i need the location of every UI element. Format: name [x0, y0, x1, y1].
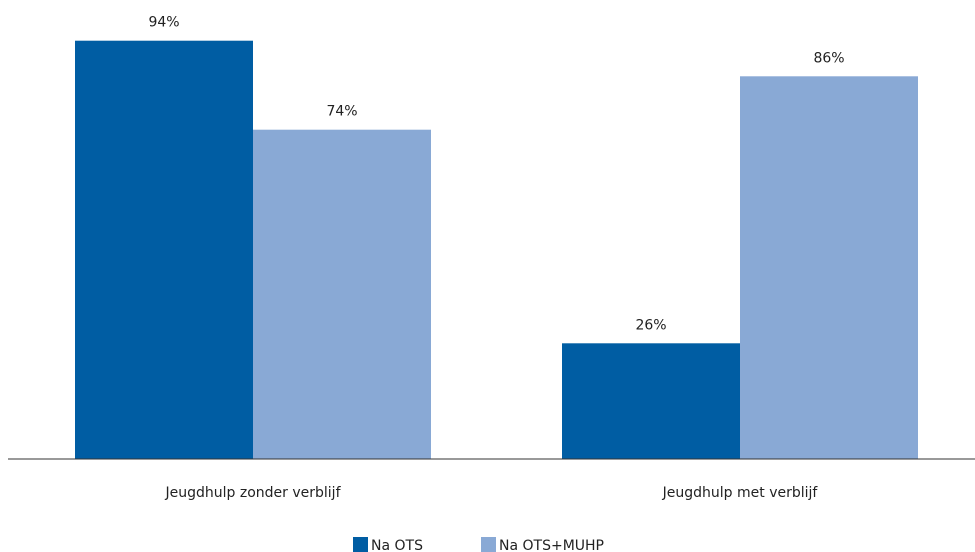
- category-labels-group: Jeugdhulp zonder verblijf Jeugdhulp met v…: [165, 485, 819, 501]
- value-labels-group: 94% 74% 26% 86%: [148, 15, 844, 334]
- legend-swatch-na-ots-muhp: [481, 537, 496, 552]
- legend-swatch-na-ots: [353, 537, 368, 552]
- bar-na-ots-met-verblijf: [562, 343, 740, 459]
- value-label: 74%: [326, 104, 357, 120]
- legend: Na OTS Na OTS+MUHP: [353, 537, 604, 552]
- category-label: Jeugdhulp met verblijf: [662, 485, 819, 501]
- bar-na-ots-zonder-verblijf: [75, 40, 253, 459]
- legend-label-na-ots-muhp: Na OTS+MUHP: [499, 538, 604, 552]
- bar-na-ots-muhp-met-verblijf: [740, 76, 918, 460]
- value-label: 26%: [635, 317, 666, 333]
- bar-na-ots-muhp-zonder-verblijf: [253, 129, 431, 459]
- value-label: 94%: [148, 15, 179, 31]
- value-label: 86%: [813, 50, 844, 66]
- bars-group: [75, 40, 918, 460]
- category-label: Jeugdhulp zonder verblijf: [165, 485, 342, 501]
- legend-label-na-ots: Na OTS: [371, 538, 423, 552]
